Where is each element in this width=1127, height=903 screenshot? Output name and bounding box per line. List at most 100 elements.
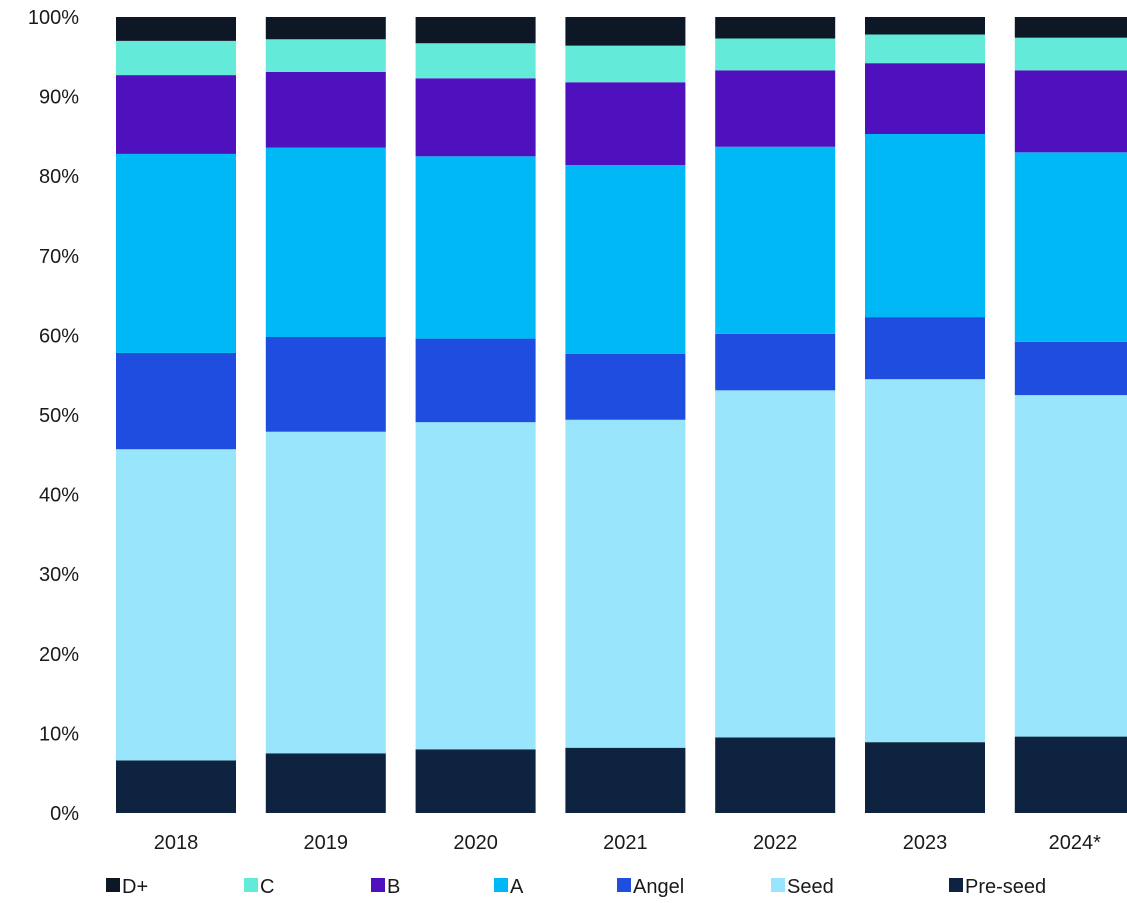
bar-segment-seed-2021 bbox=[565, 419, 686, 748]
bar-segment-c-2019 bbox=[265, 39, 386, 72]
bar-stack-2020 bbox=[415, 17, 536, 813]
bar-segment-b-2019 bbox=[265, 71, 386, 148]
bar-stack-2018 bbox=[116, 17, 236, 813]
legend-item-c: C bbox=[244, 876, 274, 898]
bar-segment-c-2022 bbox=[715, 38, 836, 71]
bar-segment-d-2022 bbox=[715, 17, 836, 39]
x-tick-label: 2019 bbox=[304, 832, 349, 854]
bar-segment-seed-2019 bbox=[265, 431, 386, 754]
legend-label: Pre-seed bbox=[965, 876, 1046, 898]
y-tick-label: 30% bbox=[39, 564, 79, 586]
bar-segment-pre-seed-2019 bbox=[265, 753, 386, 813]
x-tick-label: 2020 bbox=[453, 832, 498, 854]
legend-item-a: A bbox=[494, 876, 524, 898]
legend-label: D+ bbox=[122, 876, 148, 898]
bar-segment-angel-2022 bbox=[715, 333, 836, 391]
bar-segment-a-2023 bbox=[865, 134, 985, 318]
bar-segment-seed-2020 bbox=[415, 422, 536, 750]
bar-segment-b-2024 bbox=[1014, 70, 1127, 153]
x-tick-label: 2024* bbox=[1049, 832, 1101, 854]
bar-segment-a-2019 bbox=[265, 147, 386, 337]
bar-segment-angel-2020 bbox=[415, 338, 536, 423]
bar-segment-d-2019 bbox=[265, 17, 386, 40]
y-tick-label: 70% bbox=[39, 246, 79, 268]
x-tick-label: 2023 bbox=[903, 832, 948, 854]
bar-stack-2019 bbox=[265, 17, 386, 813]
bar-segment-b-2021 bbox=[565, 82, 686, 166]
legend-item-pre-seed: Pre-seed bbox=[949, 876, 1046, 898]
bar-segment-c-2018 bbox=[116, 40, 236, 76]
legend-item-angel: Angel bbox=[617, 876, 684, 898]
bar-segment-angel-2019 bbox=[265, 336, 386, 432]
legend-label: C bbox=[260, 876, 274, 898]
legend-swatch bbox=[617, 878, 631, 892]
legend-swatch bbox=[371, 878, 385, 892]
legend-swatch bbox=[949, 878, 963, 892]
bar-segment-a-2018 bbox=[116, 153, 236, 353]
bar-segment-pre-seed-2018 bbox=[116, 760, 236, 813]
bar-segment-a-2022 bbox=[715, 146, 836, 334]
bar-segment-b-2020 bbox=[415, 78, 536, 157]
bar-stack-2023 bbox=[865, 17, 985, 813]
x-tick-label: 2021 bbox=[603, 832, 648, 854]
legend-label: Angel bbox=[633, 876, 684, 898]
legend-label: B bbox=[387, 876, 400, 898]
bar-segment-c-2023 bbox=[865, 34, 985, 64]
legend-item-b: B bbox=[371, 876, 400, 898]
bar-segment-d-2021 bbox=[565, 17, 686, 46]
bar-segment-a-2021 bbox=[565, 165, 686, 354]
bar-stack-2024 bbox=[1014, 17, 1127, 813]
y-tick-label: 10% bbox=[39, 723, 79, 745]
bar-segment-c-2021 bbox=[565, 45, 686, 83]
legend-item-seed: Seed bbox=[771, 876, 834, 898]
legend-swatch bbox=[494, 878, 508, 892]
bar-segment-pre-seed-2024 bbox=[1014, 736, 1127, 813]
legend-item-d: D+ bbox=[106, 876, 148, 898]
bar-segment-d-2020 bbox=[415, 17, 536, 44]
bar-segment-seed-2018 bbox=[116, 449, 236, 761]
bar-segment-pre-seed-2022 bbox=[715, 737, 836, 813]
bar-segment-b-2018 bbox=[116, 75, 236, 154]
bar-segment-angel-2024 bbox=[1014, 341, 1127, 396]
bar-segment-d-2024 bbox=[1014, 17, 1127, 38]
y-tick-label: 90% bbox=[39, 87, 79, 109]
bar-segment-a-2020 bbox=[415, 156, 536, 339]
legend-swatch bbox=[244, 878, 258, 892]
y-tick-label: 50% bbox=[39, 405, 79, 427]
legend-swatch bbox=[771, 878, 785, 892]
legend-swatch bbox=[106, 878, 120, 892]
x-tick-label: 2018 bbox=[154, 832, 199, 854]
bar-segment-c-2020 bbox=[415, 43, 536, 79]
bar-segment-b-2022 bbox=[715, 70, 836, 147]
bars-group bbox=[116, 17, 1127, 813]
bar-segment-pre-seed-2021 bbox=[565, 747, 686, 813]
bar-segment-d-2023 bbox=[865, 17, 985, 35]
bar-segment-pre-seed-2020 bbox=[415, 749, 536, 813]
y-tick-label: 20% bbox=[39, 644, 79, 666]
bar-stack-2021 bbox=[565, 17, 686, 813]
bar-segment-angel-2018 bbox=[116, 352, 236, 450]
bar-segment-angel-2021 bbox=[565, 353, 686, 420]
bar-segment-d-2018 bbox=[116, 17, 236, 41]
bar-segment-angel-2023 bbox=[865, 317, 985, 380]
bar-segment-a-2024 bbox=[1014, 152, 1127, 342]
y-tick-label: 0% bbox=[50, 803, 79, 825]
y-tick-label: 60% bbox=[39, 325, 79, 347]
bar-segment-seed-2024 bbox=[1014, 395, 1127, 737]
bar-segment-b-2023 bbox=[865, 63, 985, 135]
bar-segment-pre-seed-2023 bbox=[865, 742, 985, 813]
x-tick-label: 2022 bbox=[753, 832, 798, 854]
legend-label: Seed bbox=[787, 876, 834, 898]
y-tick-label: 40% bbox=[39, 485, 79, 507]
y-tick-label: 80% bbox=[39, 166, 79, 188]
y-tick-label: 100% bbox=[28, 7, 79, 29]
legend-label: A bbox=[510, 876, 524, 898]
y-axis: 0% 10% 20% 30% 40% 50% 60% 70% 80% 90% 100% bbox=[28, 7, 79, 825]
x-axis: 2018 2019 2020 2021 2022 2023 2024* bbox=[154, 832, 1101, 854]
legend: D+ C B A Angel Seed Pre-seed bbox=[106, 876, 1046, 898]
bar-stack-2022 bbox=[715, 17, 836, 813]
bar-segment-c-2024 bbox=[1014, 37, 1127, 71]
bar-segment-seed-2023 bbox=[865, 379, 985, 743]
